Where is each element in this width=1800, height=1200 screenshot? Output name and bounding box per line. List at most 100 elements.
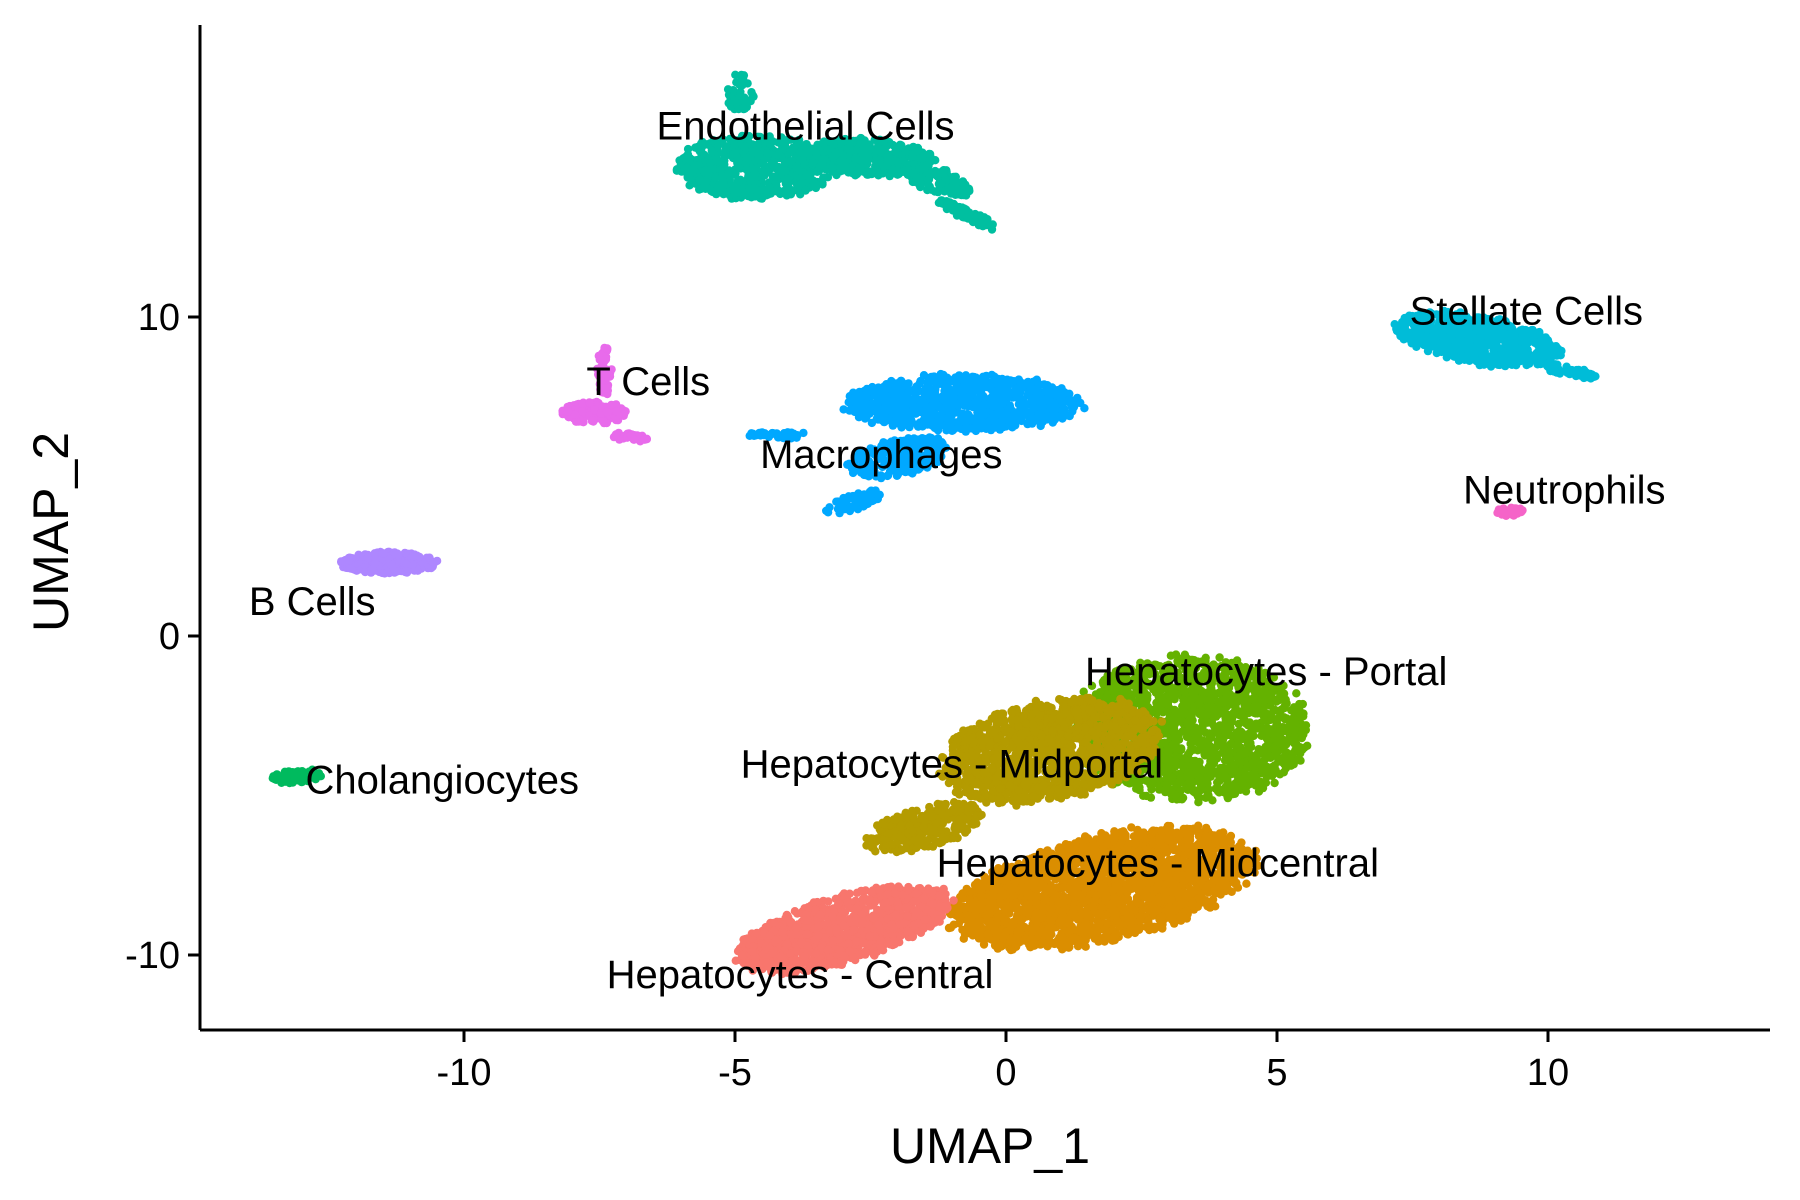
data-point <box>987 415 996 424</box>
data-point <box>1065 395 1074 404</box>
data-point <box>946 402 955 411</box>
data-point <box>851 154 860 163</box>
data-point <box>723 85 733 94</box>
data-point <box>918 422 927 431</box>
data-point <box>808 158 817 167</box>
data-point <box>1428 342 1438 351</box>
data-point <box>829 139 838 148</box>
data-point <box>956 211 966 220</box>
data-point <box>1465 339 1474 348</box>
data-point <box>849 394 858 403</box>
data-point <box>393 567 402 576</box>
data-point <box>931 418 941 427</box>
data-point <box>1525 359 1534 368</box>
data-point <box>811 183 821 193</box>
data-point <box>685 181 694 190</box>
data-point <box>1014 408 1023 417</box>
data-point <box>955 399 965 409</box>
data-point <box>818 180 827 189</box>
data-point <box>924 182 933 191</box>
data-point <box>425 553 434 562</box>
data-point <box>946 377 955 386</box>
data-point <box>891 147 900 156</box>
data-point <box>611 430 621 439</box>
data-point <box>963 384 972 394</box>
data-point <box>844 494 853 503</box>
data-point <box>1447 333 1456 342</box>
data-point <box>811 148 821 158</box>
data-point <box>1003 379 1013 388</box>
data-point <box>875 169 884 178</box>
data-point <box>877 146 887 155</box>
data-point <box>739 184 748 193</box>
data-point <box>967 424 976 433</box>
data-point <box>923 390 932 399</box>
data-point <box>768 172 778 181</box>
data-point <box>903 407 912 417</box>
data-point <box>1063 411 1072 420</box>
data-point <box>766 139 776 148</box>
data-point <box>829 151 839 161</box>
data-point <box>860 136 869 145</box>
data-point <box>578 407 587 417</box>
data-point <box>1498 355 1507 365</box>
data-point <box>867 418 877 428</box>
data-point <box>897 141 906 150</box>
data-point <box>854 497 863 506</box>
data-point <box>791 142 801 151</box>
data-point <box>1507 334 1517 343</box>
data-point <box>731 70 740 80</box>
data-point <box>912 386 922 396</box>
data-point <box>402 559 411 568</box>
data-point <box>1270 778 1279 788</box>
data-point <box>1057 384 1066 393</box>
data-point <box>1392 326 1402 336</box>
data-point <box>755 132 765 142</box>
data-point <box>288 768 297 777</box>
data-point <box>875 490 884 499</box>
data-point <box>786 157 795 167</box>
data-point <box>1419 337 1428 347</box>
data-point <box>612 407 621 416</box>
data-point <box>889 380 898 390</box>
data-point <box>415 552 424 562</box>
data-point <box>602 407 612 417</box>
data-point <box>629 435 638 444</box>
data-point <box>1450 352 1459 361</box>
data-point <box>781 166 790 176</box>
data-point <box>1555 369 1565 378</box>
data-point <box>1026 408 1035 417</box>
data-point <box>1458 353 1467 362</box>
data-point <box>818 155 827 164</box>
data-point <box>749 92 758 101</box>
data-point <box>1276 757 1285 766</box>
data-point <box>961 180 970 189</box>
data-point <box>1490 342 1499 351</box>
cluster-points-b-cells <box>337 547 442 578</box>
data-point <box>931 373 940 383</box>
data-point <box>1436 339 1446 349</box>
data-point <box>965 392 974 401</box>
data-point <box>712 189 721 199</box>
data-point <box>943 424 952 433</box>
data-point <box>969 416 978 425</box>
data-point <box>867 490 876 499</box>
data-point <box>1032 376 1041 385</box>
data-point <box>980 378 990 388</box>
data-point <box>701 177 711 187</box>
data-point <box>1004 404 1013 413</box>
data-point <box>1028 396 1037 405</box>
data-point <box>873 397 883 406</box>
data-point <box>773 150 782 160</box>
data-point <box>857 391 867 401</box>
data-point <box>989 387 998 397</box>
data-point <box>682 163 692 173</box>
data-point <box>934 198 944 207</box>
data-point <box>363 553 373 563</box>
data-point <box>730 184 739 193</box>
data-point <box>1035 397 1044 406</box>
data-point <box>786 147 795 156</box>
data-point <box>1556 351 1565 360</box>
data-point <box>733 176 743 185</box>
